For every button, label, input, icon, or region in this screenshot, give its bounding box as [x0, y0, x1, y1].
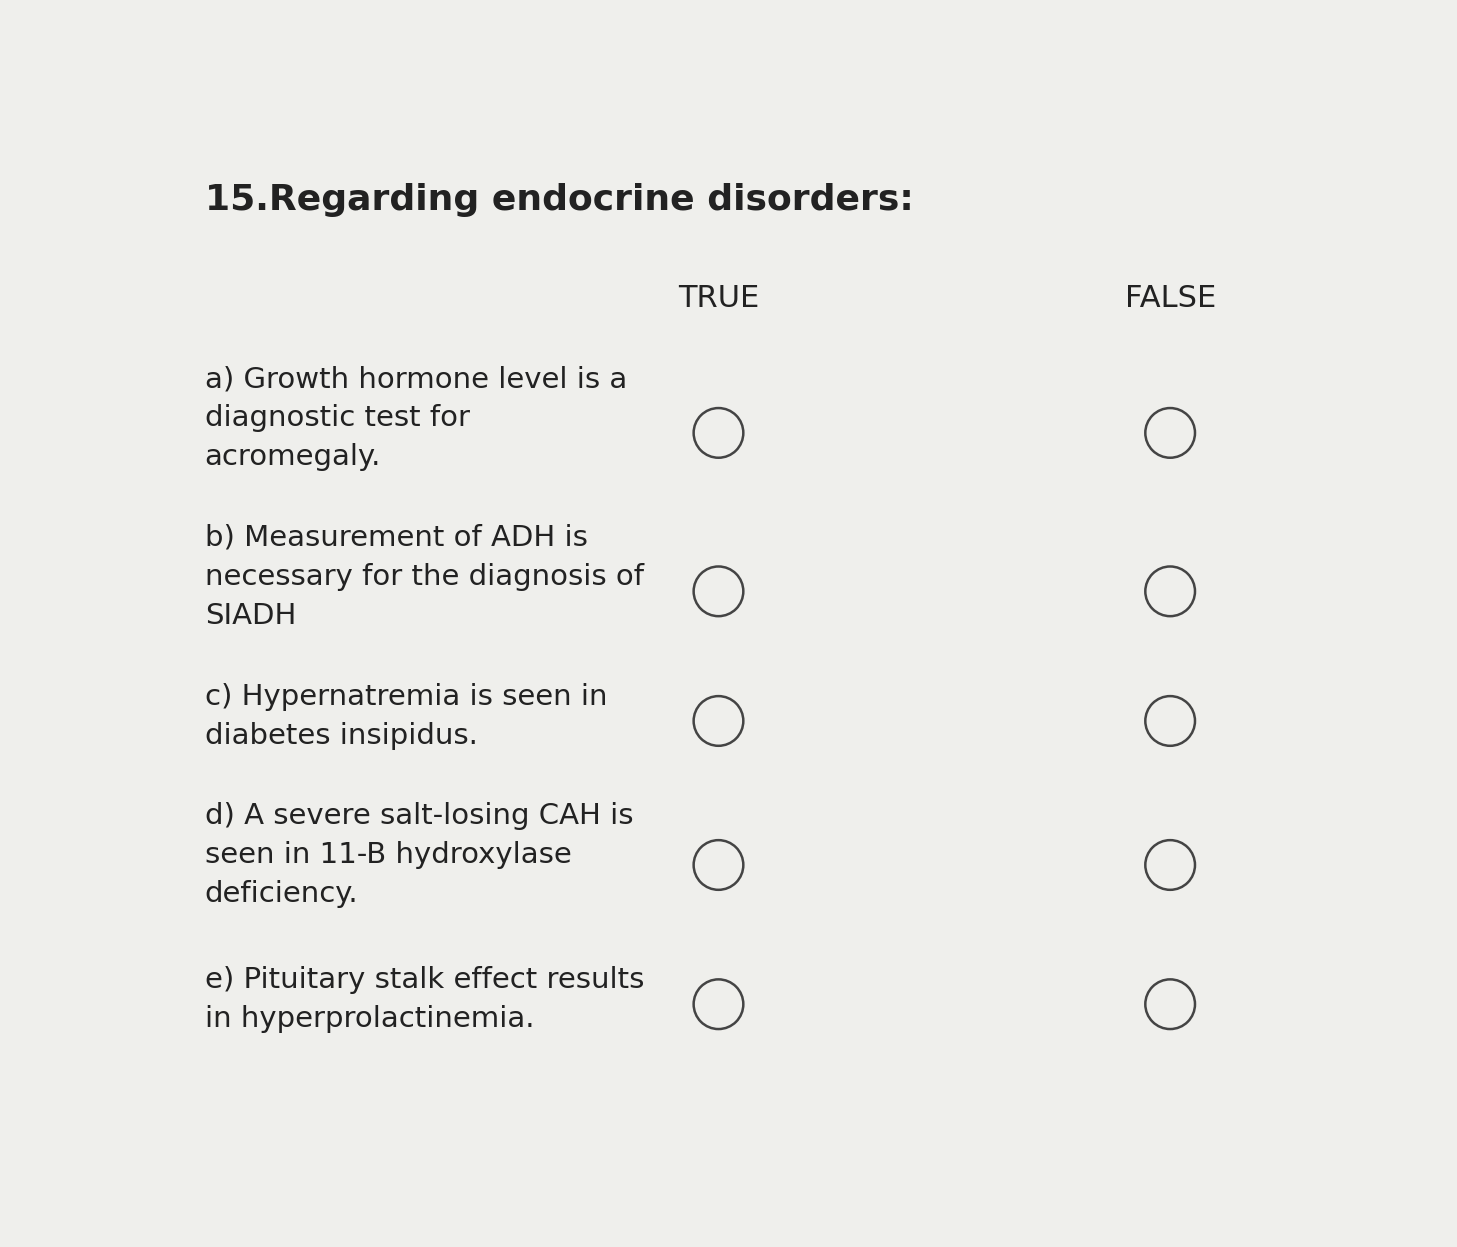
Text: b) Measurement of ADH is
necessary for the diagnosis of
SIADH: b) Measurement of ADH is necessary for t… [204, 524, 644, 630]
Text: 15.Regarding endocrine disorders:: 15.Regarding endocrine disorders: [204, 183, 914, 217]
Text: e) Pituitary stalk effect results
in hyperprolactinemia.: e) Pituitary stalk effect results in hyp… [204, 966, 644, 1033]
Text: TRUE: TRUE [678, 284, 759, 313]
Text: c) Hypernatremia is seen in
diabetes insipidus.: c) Hypernatremia is seen in diabetes ins… [204, 682, 608, 749]
Text: d) A severe salt-losing CAH is
seen in 11-B hydroxylase
deficiency.: d) A severe salt-losing CAH is seen in 1… [204, 802, 634, 908]
Text: FALSE: FALSE [1125, 284, 1215, 313]
Text: a) Growth hormone level is a
diagnostic test for
acromegaly.: a) Growth hormone level is a diagnostic … [204, 365, 627, 471]
